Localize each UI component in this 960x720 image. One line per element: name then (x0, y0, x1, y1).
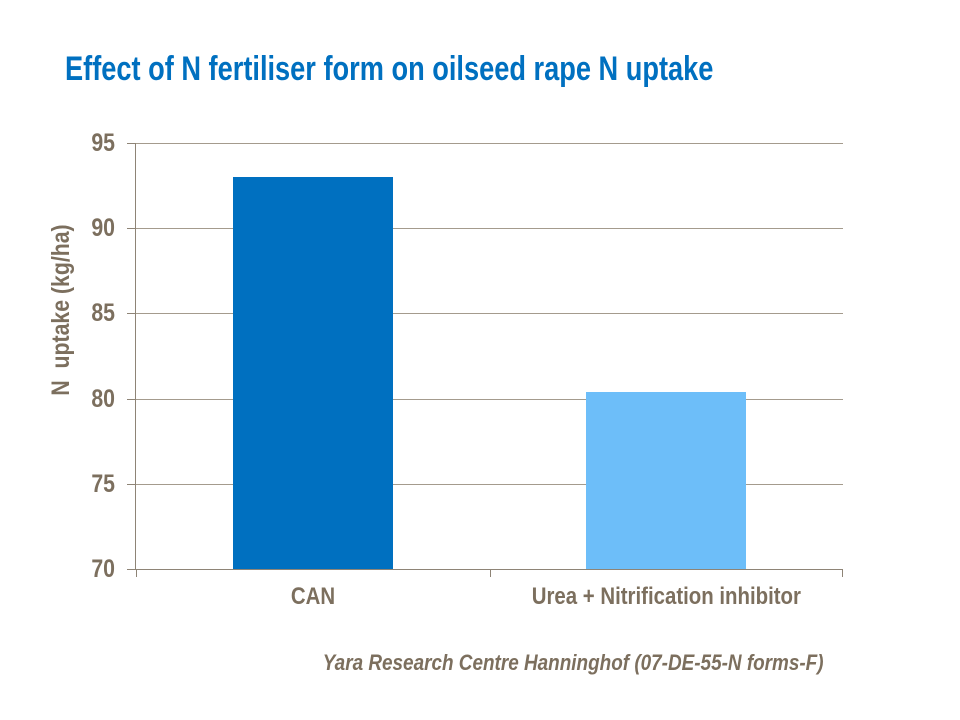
y-tick-label: 70 (91, 555, 115, 583)
y-tick-label: 75 (91, 469, 115, 498)
gridline (136, 143, 843, 144)
y-tick-label: 90 (91, 214, 115, 243)
chart-title: Effect of N fertiliser form on oilseed r… (65, 50, 714, 88)
gridline (136, 398, 843, 400)
gridline (136, 483, 843, 485)
category-label: CAN (136, 583, 490, 611)
gridline (136, 228, 843, 230)
footer-note: Yara Research Centre Hanninghof (07-DE-5… (240, 650, 906, 676)
y-axis-tick (127, 228, 136, 230)
y-axis-tick (127, 569, 136, 570)
bar-can (232, 177, 393, 569)
category-label-text: Urea + Nitrification inhibitor (531, 583, 801, 610)
y-tick-label: 95 (91, 129, 115, 157)
y-axis-tick (127, 143, 136, 144)
gridline (136, 313, 843, 315)
category-label-text: CAN (290, 583, 335, 610)
y-axis-tick (127, 398, 136, 400)
category-label: Urea + Nitrification inhibitor (489, 583, 843, 611)
y-axis-tick (127, 313, 136, 315)
y-tick-label: 80 (91, 384, 115, 413)
plot-area: 70 75 80 85 90 95 CAN Urea + Nitrification inhi… (91, 130, 843, 610)
x-axis-tick (489, 569, 491, 577)
bar-urea-nitrification-inhibitor (586, 391, 747, 569)
y-tick-label: 85 (91, 299, 115, 328)
footer-note-text: Yara Research Centre Hanninghof (07-DE-5… (322, 650, 824, 675)
y-axis-tick (127, 483, 136, 485)
x-axis-tick (842, 569, 843, 577)
x-axis-tick (136, 569, 137, 577)
